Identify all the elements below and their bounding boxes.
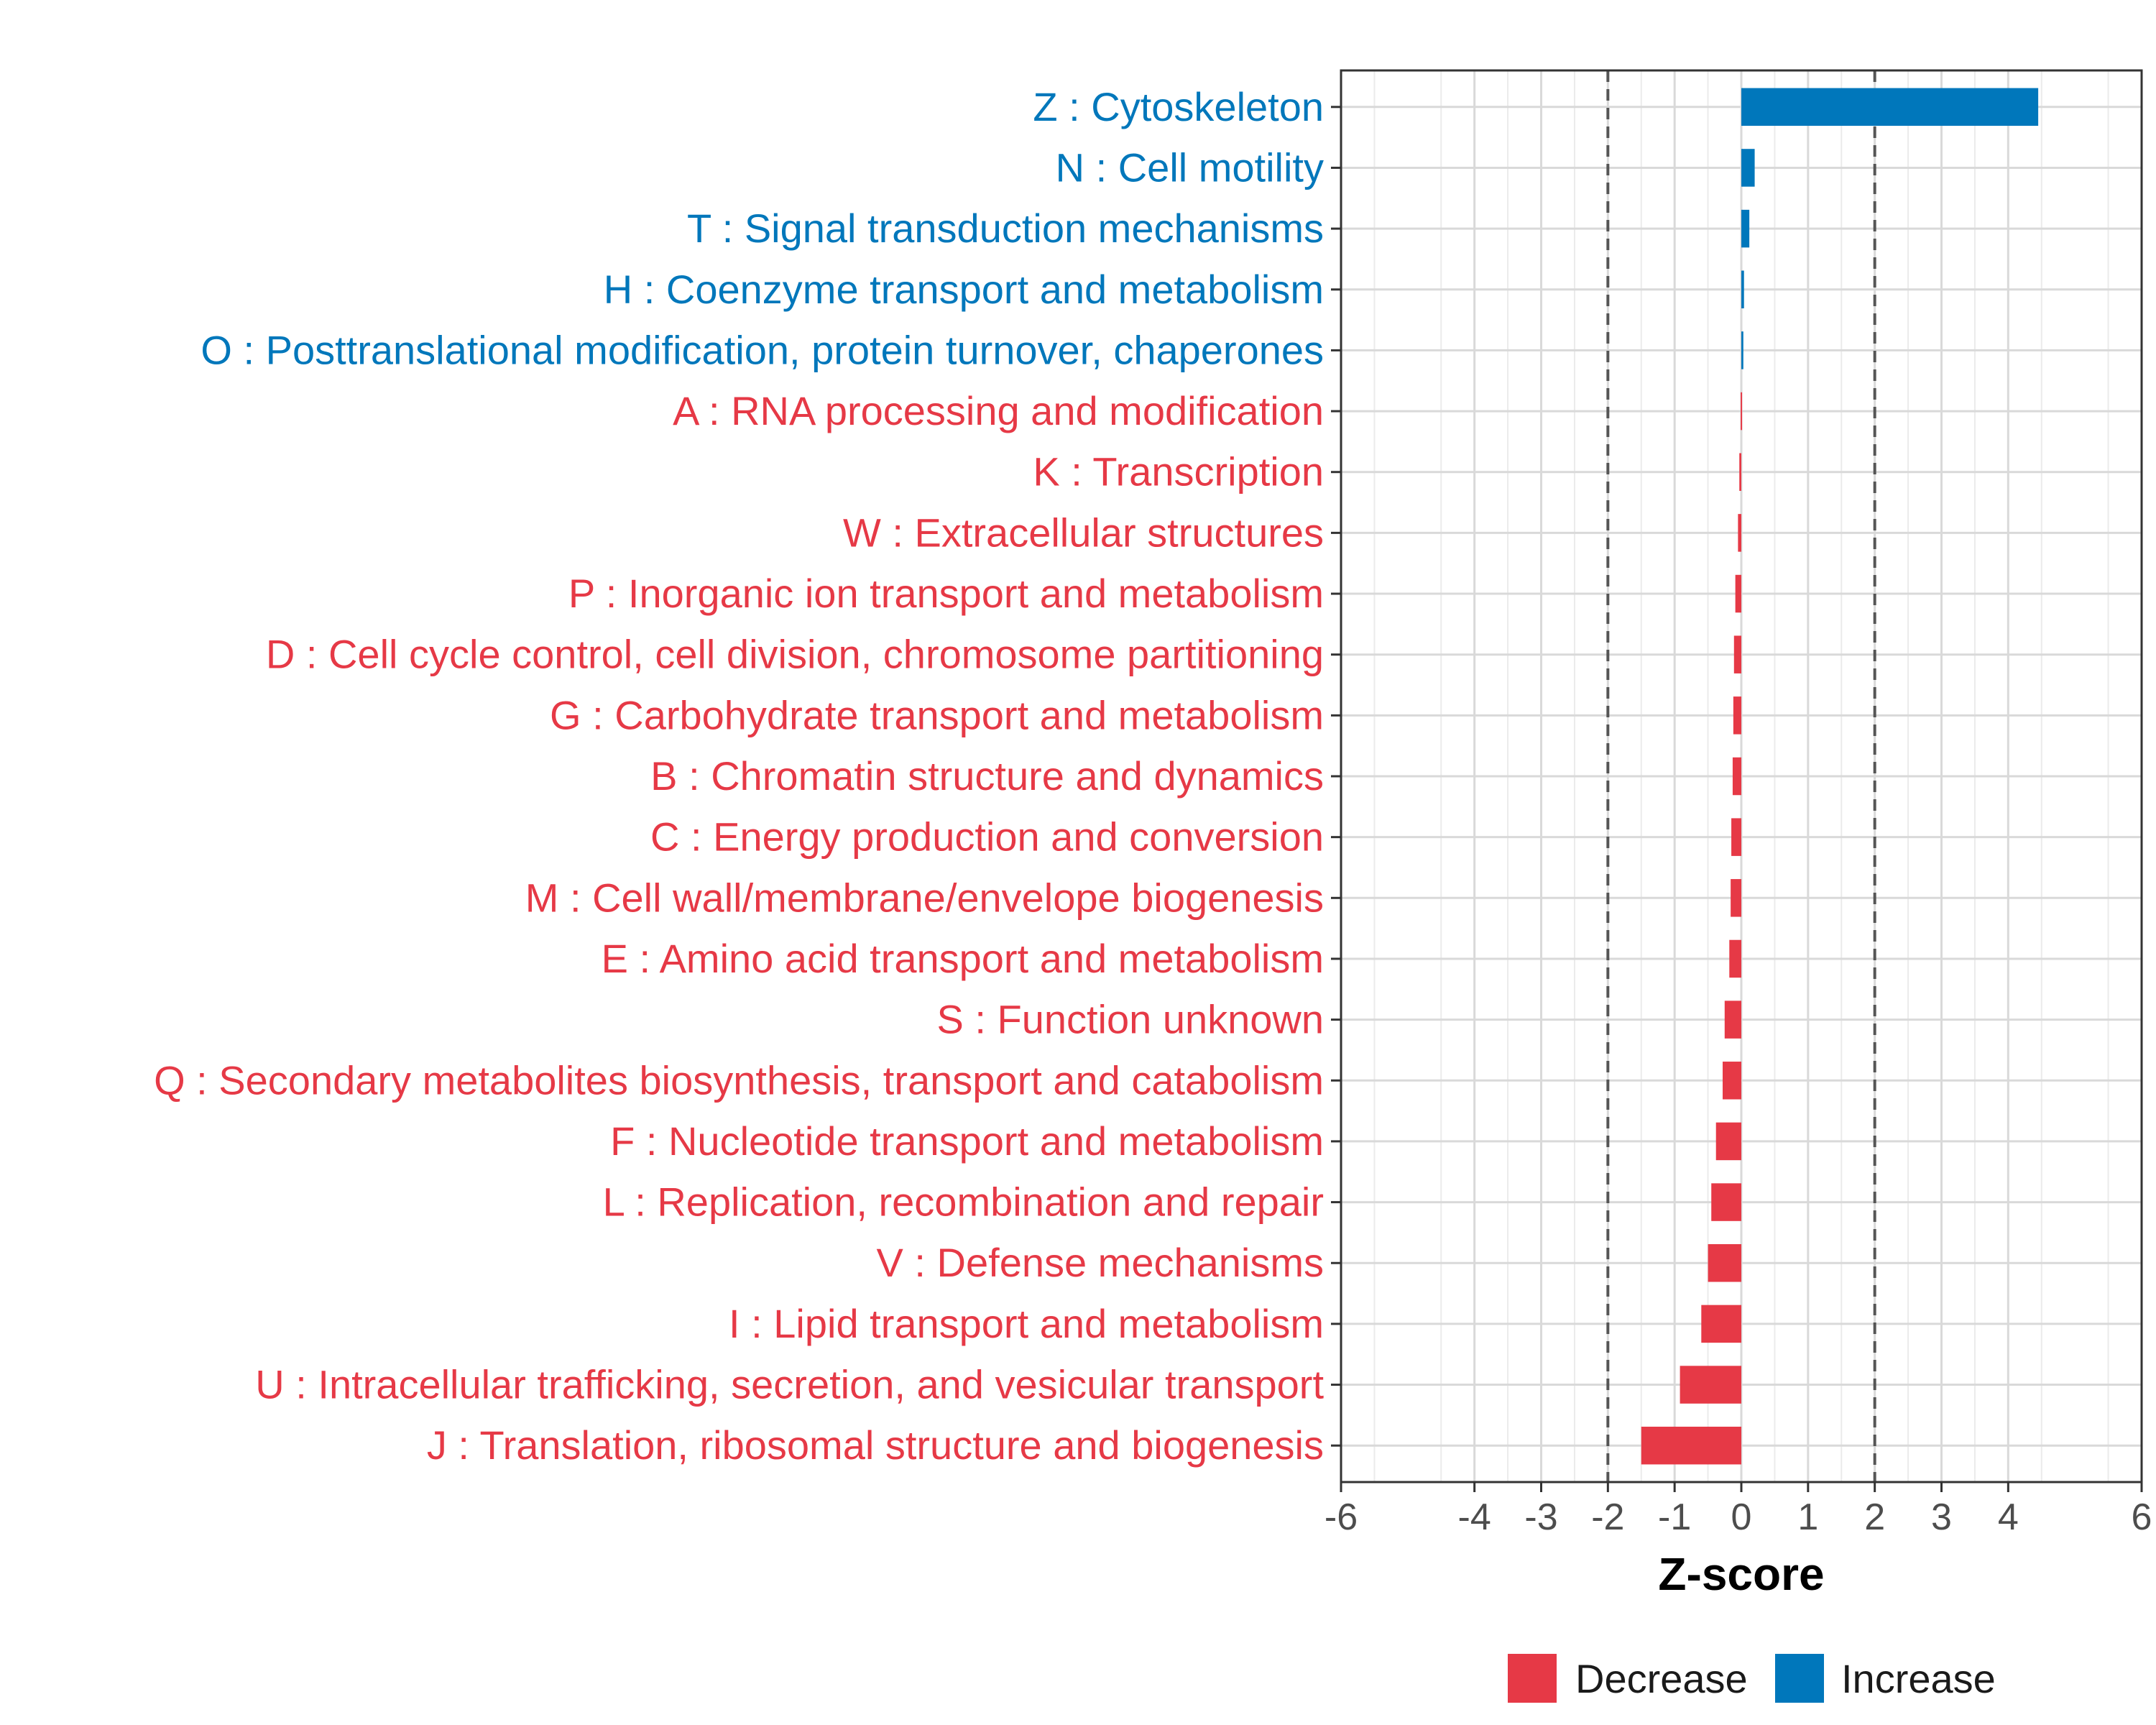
bar	[1741, 88, 2039, 126]
category-label: Z : Cytoskeleton	[1033, 84, 1324, 129]
category-label: S : Function unknown	[936, 997, 1324, 1042]
x-tick-label: -2	[1591, 1496, 1624, 1538]
legend-label-decrease: Decrease	[1575, 1656, 1748, 1701]
x-tick-label: 6	[2132, 1496, 2152, 1538]
category-label: K : Transcription	[1033, 449, 1324, 494]
category-label: L : Replication, recombination and repai…	[603, 1179, 1324, 1225]
category-label: Q : Secondary metabolites biosynthesis, …	[154, 1057, 1324, 1103]
category-label: C : Energy production and conversion	[650, 814, 1324, 860]
x-tick-label: 4	[1998, 1496, 2019, 1538]
bar	[1729, 939, 1741, 978]
reference-lines	[1606, 70, 1876, 1482]
bar	[1711, 1183, 1741, 1221]
bar	[1741, 392, 1743, 431]
bar	[1739, 453, 1741, 491]
x-axis: -6 -4 -3 -2 -1 0 1 2 3 4 6	[1325, 1482, 2152, 1538]
bar	[1741, 149, 1755, 187]
category-label: G : Carbohydrate transport and metabolis…	[550, 692, 1324, 737]
bar	[1741, 331, 1743, 369]
x-tick-label: -4	[1458, 1496, 1491, 1538]
category-label: B : Chromatin structure and dynamics	[650, 753, 1324, 799]
bar	[1733, 696, 1741, 735]
category-label: D : Cell cycle control, cell division, c…	[266, 632, 1324, 677]
category-label: V : Defense mechanisms	[877, 1240, 1324, 1285]
bar	[1738, 514, 1741, 552]
x-tick-label: 2	[1864, 1496, 1885, 1538]
category-label: W : Extracellular structures	[843, 510, 1324, 555]
bars	[1641, 88, 2039, 1465]
category-label: T : Signal transduction mechanisms	[687, 206, 1324, 251]
x-axis-title: Z-score	[1658, 1548, 1824, 1600]
x-tick-label: 1	[1797, 1496, 1818, 1538]
category-label: M : Cell wall/membrane/envelope biogenes…	[525, 875, 1324, 920]
bar	[1732, 757, 1741, 796]
bar	[1724, 1000, 1741, 1039]
category-label: A : RNA processing and modification	[673, 388, 1324, 433]
category-label: I : Lipid transport and metabolism	[729, 1301, 1324, 1346]
x-tick-label: 0	[1731, 1496, 1752, 1538]
category-label: U : Intracellular trafficking, secretion…	[255, 1362, 1324, 1407]
bar	[1701, 1305, 1741, 1343]
bar	[1741, 209, 1750, 248]
x-tick-label: -6	[1325, 1496, 1358, 1538]
category-label: J : Translation, ribosomal structure and…	[427, 1422, 1324, 1468]
x-tick-label: -1	[1658, 1496, 1691, 1538]
bar	[1715, 1122, 1741, 1161]
legend-swatch-decrease	[1508, 1654, 1557, 1703]
y-axis: Z : Cytoskeleton N : Cell motility T : Sig…	[154, 84, 1341, 1468]
category-label: E : Amino acid transport and metabolism	[602, 936, 1324, 981]
bar	[1735, 574, 1741, 613]
bar	[1731, 879, 1741, 917]
bar	[1731, 818, 1741, 856]
category-label: F : Nucleotide transport and metabolism	[610, 1118, 1324, 1164]
category-label: P : Inorganic ion transport and metaboli…	[568, 571, 1324, 616]
x-tick-label: 3	[1931, 1496, 1952, 1538]
bar	[1723, 1062, 1741, 1100]
x-tick-label: -3	[1524, 1496, 1557, 1538]
bar	[1741, 270, 1744, 309]
category-label: H : Coenzyme transport and metabolism	[604, 267, 1324, 312]
bar	[1680, 1366, 1741, 1404]
legend-swatch-increase	[1775, 1654, 1824, 1703]
bar	[1641, 1426, 1741, 1465]
category-label: O : Posttranslational modification, prot…	[201, 327, 1324, 372]
category-label: N : Cell motility	[1056, 144, 1324, 190]
bar	[1708, 1243, 1741, 1282]
legend-label-increase: Increase	[1841, 1656, 1996, 1701]
legend: Decrease Increase	[1508, 1654, 1996, 1703]
bar	[1733, 635, 1741, 673]
